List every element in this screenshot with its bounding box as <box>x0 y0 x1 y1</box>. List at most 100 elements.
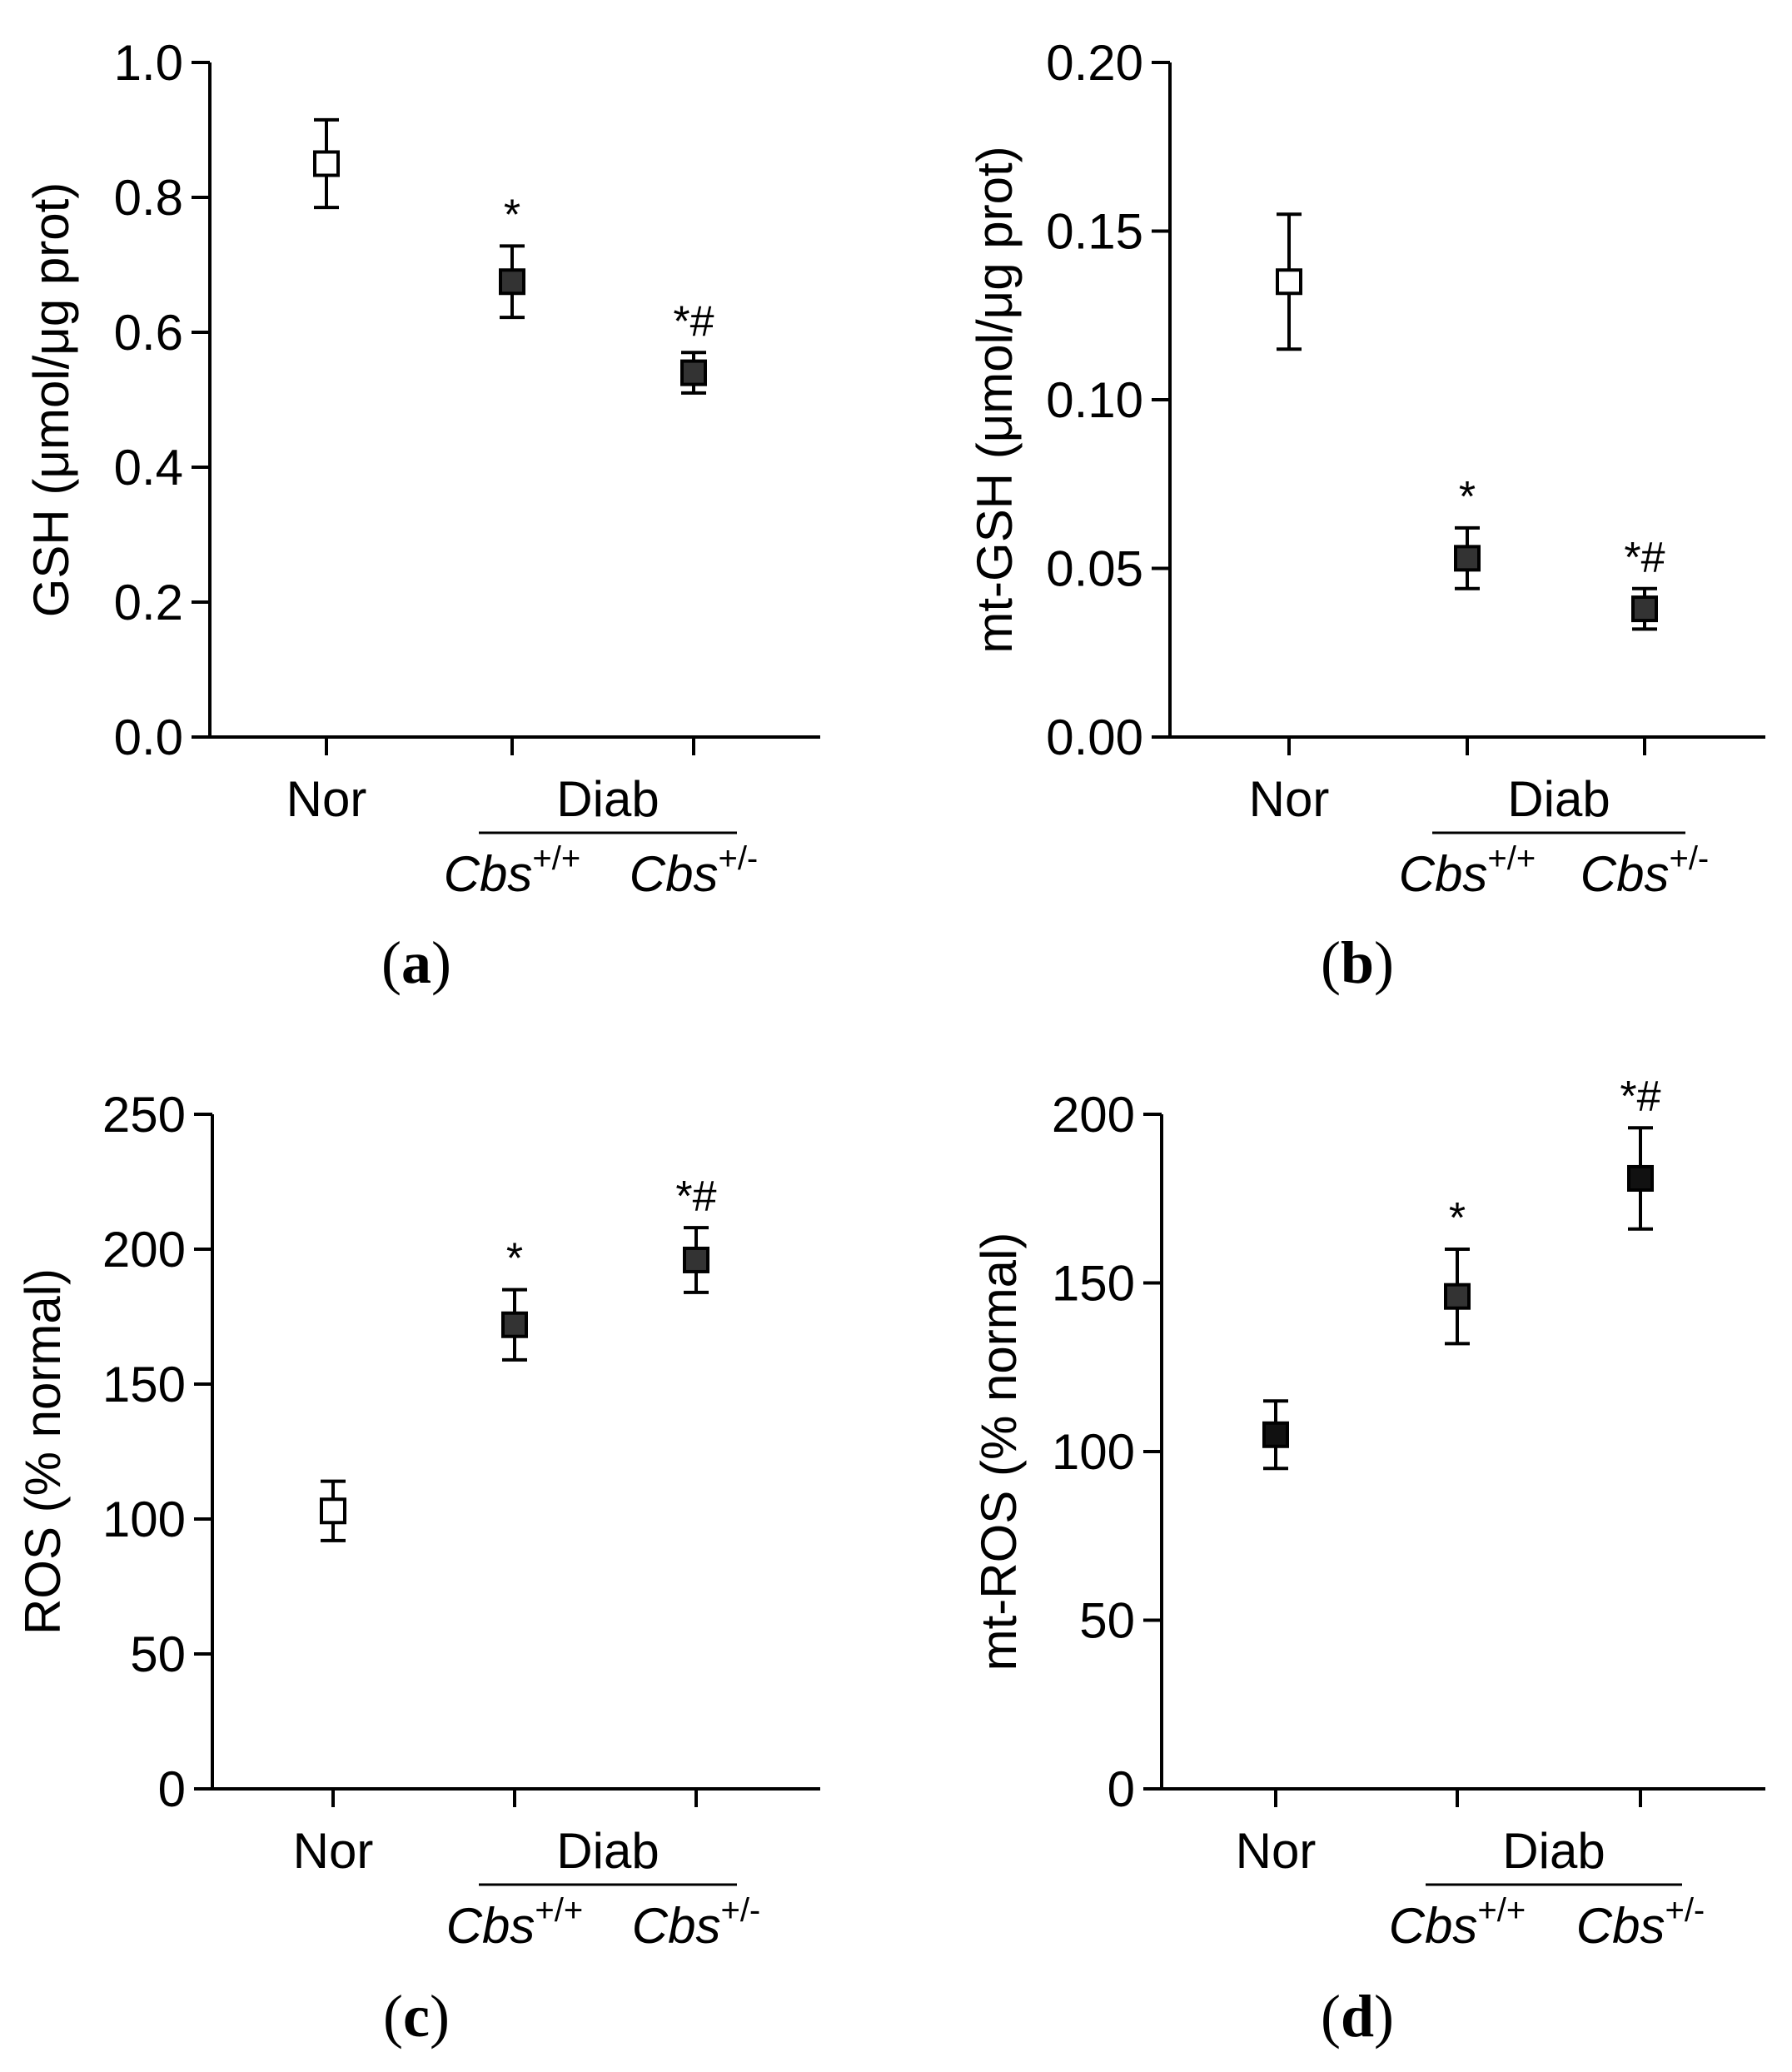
y-tick-label: 150 <box>1052 1256 1135 1312</box>
panel-label: (d) <box>1321 1983 1394 2050</box>
x-tick-label-cbs-base: Cbs <box>1399 846 1488 902</box>
data-marker <box>313 150 340 177</box>
x-tick-label-cbs: Cbs+/+ <box>444 840 581 902</box>
y-axis-title: GSH (μmol/μg prot) <box>23 182 79 618</box>
significance-annotation: *# <box>675 1173 716 1221</box>
data-point-3: *# <box>1624 534 1665 631</box>
panel-label-close: ) <box>1374 1983 1394 2050</box>
data-point-2: * <box>1444 1194 1471 1346</box>
y-tick-label: 50 <box>130 1626 186 1682</box>
x-tick-label-cbs-base: Cbs <box>1389 1898 1478 1954</box>
data-point-3: *# <box>1620 1073 1661 1231</box>
x-tick-label-cbs-sup: +/- <box>720 1892 760 1929</box>
panel-label-letter: b <box>1341 929 1374 996</box>
x-tick-label-nor: Nor <box>1249 771 1330 827</box>
data-point-2: * <box>1454 473 1481 590</box>
x-tick-label-cbs: Cbs+/- <box>1576 1892 1705 1954</box>
data-marker <box>499 268 525 296</box>
y-tick-label: 250 <box>102 1087 186 1143</box>
y-tick-label: 0.8 <box>114 170 183 226</box>
panel-label-letter: a <box>401 929 431 996</box>
y-tick-label: 0 <box>158 1761 186 1817</box>
y-tick-label: 0.4 <box>114 440 183 496</box>
y-axis-title: mt-ROS (% normal) <box>971 1233 1027 1671</box>
data-marker <box>1276 268 1302 296</box>
chart-panel-a: 0.0 0.2 0.4 0.6 0.8 1.0 GSH (μmol/μg prot) Nor D… <box>23 35 820 996</box>
panel-label-open: ( <box>1321 1983 1341 2050</box>
x-tick-label-nor: Nor <box>1236 1823 1317 1879</box>
y-tick-label: 0.0 <box>114 710 183 765</box>
significance-annotation: * <box>504 191 520 239</box>
data-point-1 <box>313 117 340 210</box>
panel-label: (c) <box>383 1983 450 2050</box>
x-tick-label-cbs: Cbs+/- <box>1580 840 1710 902</box>
x-tick-label-cbs: Cbs+/+ <box>1389 1892 1526 1954</box>
panel-label-open: ( <box>1321 929 1341 996</box>
data-point-1 <box>320 1479 346 1542</box>
data-marker <box>1627 1164 1654 1192</box>
x-tick-label-cbs-sup: +/- <box>1665 1892 1705 1929</box>
x-tick-label-cbs: Cbs+/+ <box>446 1892 584 1954</box>
y-tick-label: 200 <box>102 1222 186 1278</box>
panel-label-close: ) <box>431 929 451 996</box>
data-point-2: * <box>501 1235 528 1362</box>
significance-annotation: * <box>506 1235 523 1283</box>
x-tick-label-nor: Nor <box>293 1823 374 1879</box>
x-tick-label-cbs-sup: +/+ <box>532 840 580 877</box>
panel-label: (a) <box>381 929 451 996</box>
significance-annotation: * <box>1449 1194 1466 1243</box>
significance-annotation: *# <box>673 297 714 346</box>
y-tick-label: 0.2 <box>114 575 183 630</box>
data-marker <box>683 1246 709 1273</box>
x-tick-label-cbs-base: Cbs <box>632 1898 721 1954</box>
y-tick-label: 0.10 <box>1046 372 1143 428</box>
x-tick-label-cbs: Cbs+/- <box>632 1892 761 1954</box>
data-point-3: *# <box>673 297 714 395</box>
y-axis-title: ROS (% normal) <box>15 1268 71 1635</box>
data-marker <box>680 359 707 386</box>
x-group-label: Diab <box>1507 771 1610 827</box>
x-group-label: Diab <box>556 1823 659 1879</box>
chart-panel-b: 0.00 0.05 0.10 0.15 0.20 mt-GSH (μmol/μg prot… <box>967 35 1765 996</box>
y-tick-label: 1.0 <box>114 35 183 91</box>
x-group-label: Diab <box>1502 1823 1605 1879</box>
x-tick-label-cbs-base: Cbs <box>630 846 719 902</box>
data-marker <box>1262 1421 1289 1448</box>
panel-label-letter: c <box>403 1983 430 2050</box>
data-marker <box>1444 1283 1471 1310</box>
x-group-label: Diab <box>556 771 659 827</box>
data-marker <box>1631 595 1658 623</box>
y-tick-label: 0.05 <box>1046 541 1143 597</box>
significance-annotation: *# <box>1620 1073 1660 1121</box>
data-point-2: * <box>499 191 525 320</box>
y-tick-label: 0.00 <box>1046 710 1143 765</box>
data-marker <box>320 1497 346 1525</box>
x-tick-label-cbs-sup: +/+ <box>535 1892 583 1929</box>
data-marker <box>501 1311 528 1338</box>
x-tick-label-cbs-base: Cbs <box>444 846 533 902</box>
x-tick-label-cbs-base: Cbs <box>446 1898 535 1954</box>
x-tick-label-cbs: Cbs+/- <box>630 840 759 902</box>
y-tick-label: 150 <box>102 1357 186 1412</box>
x-tick-label-cbs-sup: +/+ <box>1477 1892 1526 1929</box>
panel-label-open: ( <box>381 929 401 996</box>
data-point-1 <box>1276 212 1302 351</box>
panel-label-open: ( <box>383 1983 403 2050</box>
x-tick-label-cbs-sup: +/+ <box>1487 840 1536 877</box>
panel-label: (b) <box>1321 929 1394 996</box>
y-tick-label: 0 <box>1108 1761 1135 1817</box>
data-point-1 <box>1262 1399 1289 1471</box>
x-tick-label-nor: Nor <box>286 771 367 827</box>
data-point-3: *# <box>675 1173 717 1294</box>
y-tick-label: 0.6 <box>114 305 183 361</box>
x-tick-label-cbs: Cbs+/+ <box>1399 840 1536 902</box>
panel-label-close: ) <box>1374 929 1394 996</box>
significance-annotation: *# <box>1624 534 1665 582</box>
y-tick-label: 50 <box>1079 1593 1135 1649</box>
x-tick-label-cbs-sup: +/- <box>1669 840 1709 877</box>
y-tick-label: 100 <box>102 1492 186 1547</box>
x-tick-label-cbs-base: Cbs <box>1580 846 1670 902</box>
